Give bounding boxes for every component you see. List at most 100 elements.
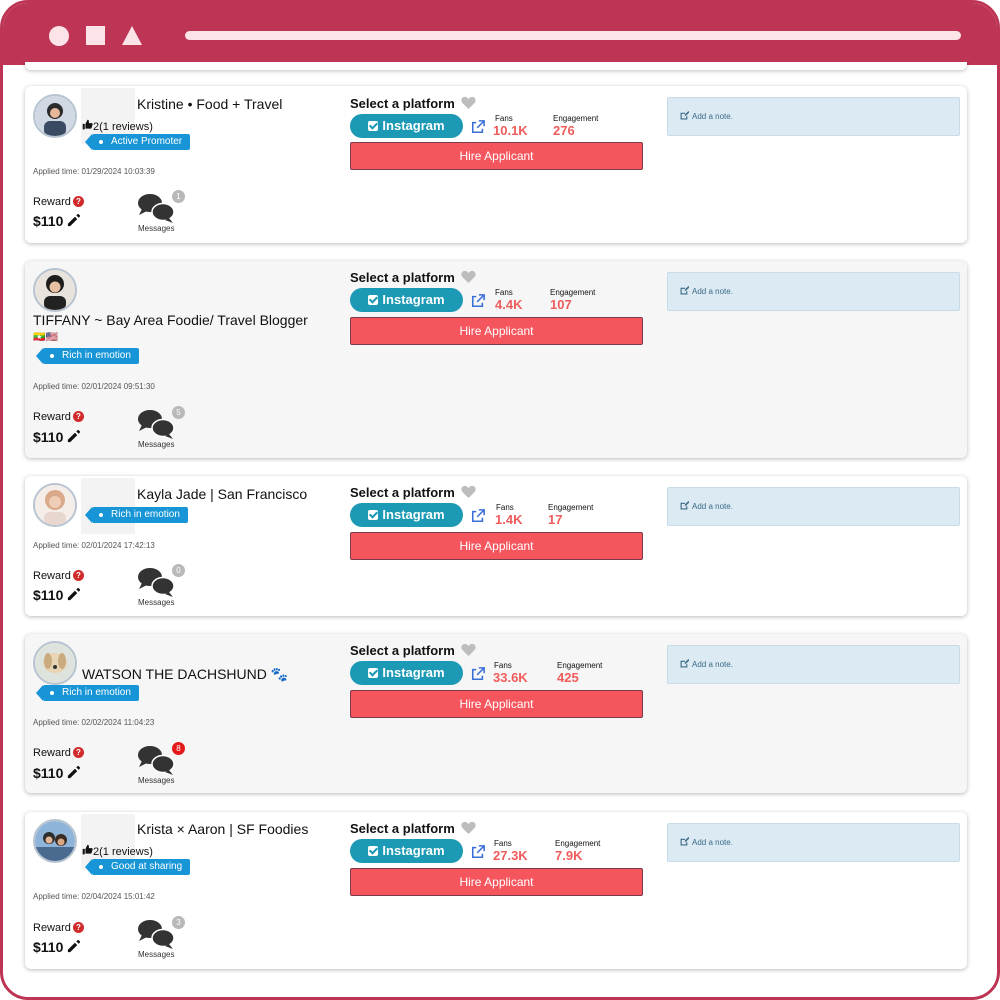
heart-icon[interactable]: [461, 643, 476, 656]
fans-value: 10.1K: [493, 123, 528, 138]
external-link-icon[interactable]: [471, 845, 485, 859]
select-platform-text: Select a platform: [350, 643, 455, 658]
messages-button[interactable]: 8 Messages: [137, 742, 185, 786]
fans-value: 4.4K: [495, 297, 523, 312]
instagram-label: Instagram: [382, 507, 445, 522]
engagement-value: 276: [553, 123, 575, 138]
note-placeholder: Add a note.: [680, 837, 733, 847]
engagement-label: Engagement: [550, 288, 596, 297]
reviews[interactable]: 2(1 reviews): [82, 844, 153, 858]
reward-amount: $110: [33, 765, 64, 781]
applicant-card: WATSON THE DACHSHUND 🐾 Rich in emotion A…: [25, 634, 967, 793]
note-placeholder-text: Add a note.: [692, 838, 733, 847]
help-icon[interactable]: ?: [72, 570, 84, 581]
reward-label: Reward?: [33, 747, 84, 759]
reward-amount: $110: [33, 587, 64, 603]
external-link-icon[interactable]: [471, 294, 485, 308]
hire-applicant-button[interactable]: Hire Applicant: [350, 532, 643, 560]
heart-icon[interactable]: [461, 270, 476, 283]
avatar[interactable]: [33, 819, 77, 863]
address-bar[interactable]: [185, 31, 961, 40]
reviews[interactable]: 2(1 reviews): [82, 119, 153, 133]
external-link-icon[interactable]: [471, 667, 485, 681]
reward-label-text: Reward: [33, 411, 71, 423]
note-placeholder-text: Add a note.: [692, 660, 733, 669]
instagram-label: Instagram: [382, 118, 445, 133]
tag-badge: Good at sharing: [84, 859, 191, 875]
reward-amount: $110: [33, 939, 64, 955]
avatar[interactable]: [33, 268, 77, 312]
note-placeholder: Add a note.: [680, 111, 733, 121]
applied-time: Applied time: 02/04/2024 15:01:42: [33, 892, 155, 901]
fans-label: Fans: [495, 288, 513, 297]
select-platform-text: Select a platform: [350, 270, 455, 285]
instagram-button[interactable]: Instagram: [350, 114, 463, 138]
applicant-card: Kristine • Food + Travel 2(1 reviews) Ac…: [25, 86, 967, 243]
edit-icon: [680, 837, 689, 846]
message-count-badge: 8: [172, 742, 185, 755]
image-placeholder: [81, 478, 135, 534]
note-field[interactable]: Add a note.: [667, 272, 960, 311]
instagram-button[interactable]: Instagram: [350, 288, 463, 312]
avatar[interactable]: [33, 483, 77, 527]
messages-button[interactable]: 1 Messages: [137, 190, 185, 234]
chat-bubbles-icon: [138, 568, 175, 597]
select-platform-label: Select a platform: [350, 96, 476, 111]
review-text: (1 reviews): [99, 846, 153, 858]
select-platform-label: Select a platform: [350, 821, 476, 836]
note-field[interactable]: Add a note.: [667, 823, 960, 862]
applicant-name[interactable]: Kristine • Food + Travel: [137, 96, 283, 112]
note-field[interactable]: Add a note.: [667, 645, 960, 684]
triangle-icon: [122, 26, 142, 45]
reward-amount: $110: [33, 213, 64, 229]
avatar[interactable]: [33, 94, 77, 138]
avatar-image: [35, 96, 75, 136]
heart-icon[interactable]: [461, 96, 476, 109]
help-icon[interactable]: ?: [72, 196, 84, 207]
select-platform-label: Select a platform: [350, 643, 476, 658]
messages-button[interactable]: 5 Messages: [137, 406, 185, 450]
applicant-name[interactable]: WATSON THE DACHSHUND 🐾: [82, 666, 289, 682]
reward-value: $110: [33, 587, 81, 603]
external-link-icon[interactable]: [471, 120, 485, 134]
reward-value: $110: [33, 429, 81, 445]
help-icon[interactable]: ?: [72, 747, 84, 758]
help-icon[interactable]: ?: [72, 922, 84, 933]
pencil-icon[interactable]: [66, 213, 81, 228]
help-icon[interactable]: ?: [72, 411, 84, 422]
hire-applicant-button[interactable]: Hire Applicant: [350, 317, 643, 345]
applicant-name[interactable]: Kayla Jade | San Francisco: [137, 486, 308, 502]
chat-bubbles-icon: [138, 410, 175, 439]
heart-icon[interactable]: [461, 821, 476, 834]
pencil-icon[interactable]: [66, 429, 81, 444]
select-platform-text: Select a platform: [350, 96, 455, 111]
avatar[interactable]: [33, 641, 77, 685]
hire-applicant-button[interactable]: Hire Applicant: [350, 690, 643, 718]
hire-applicant-button[interactable]: Hire Applicant: [350, 868, 643, 896]
engagement-value: 107: [550, 297, 572, 312]
note-field[interactable]: Add a note.: [667, 97, 960, 136]
engagement-value: 425: [557, 670, 579, 685]
instagram-button[interactable]: Instagram: [350, 503, 463, 527]
fans-value: 1.4K: [495, 512, 523, 527]
messages-label: Messages: [138, 440, 175, 449]
messages-button[interactable]: 0 Messages: [137, 564, 185, 608]
messages-button[interactable]: 3 Messages: [137, 916, 185, 960]
heart-icon[interactable]: [461, 485, 476, 498]
instagram-button[interactable]: Instagram: [350, 839, 463, 863]
note-placeholder: Add a note.: [680, 659, 733, 669]
message-count-badge: 5: [172, 406, 185, 419]
pencil-icon[interactable]: [66, 939, 81, 954]
applicant-name[interactable]: Krista × Aaron | SF Foodies: [137, 821, 309, 837]
reward-label: Reward?: [33, 196, 84, 208]
note-placeholder: Add a note.: [680, 286, 733, 296]
hire-applicant-button[interactable]: Hire Applicant: [350, 142, 643, 170]
reward-label: Reward?: [33, 922, 84, 934]
instagram-button[interactable]: Instagram: [350, 661, 463, 685]
pencil-icon[interactable]: [66, 765, 81, 780]
applicant-name[interactable]: TIFFANY ~ Bay Area Foodie/ Travel Blogge…: [33, 312, 308, 328]
external-link-icon[interactable]: [471, 509, 485, 523]
checkbox-icon: [368, 295, 379, 305]
pencil-icon[interactable]: [66, 587, 81, 602]
note-field[interactable]: Add a note.: [667, 487, 960, 526]
